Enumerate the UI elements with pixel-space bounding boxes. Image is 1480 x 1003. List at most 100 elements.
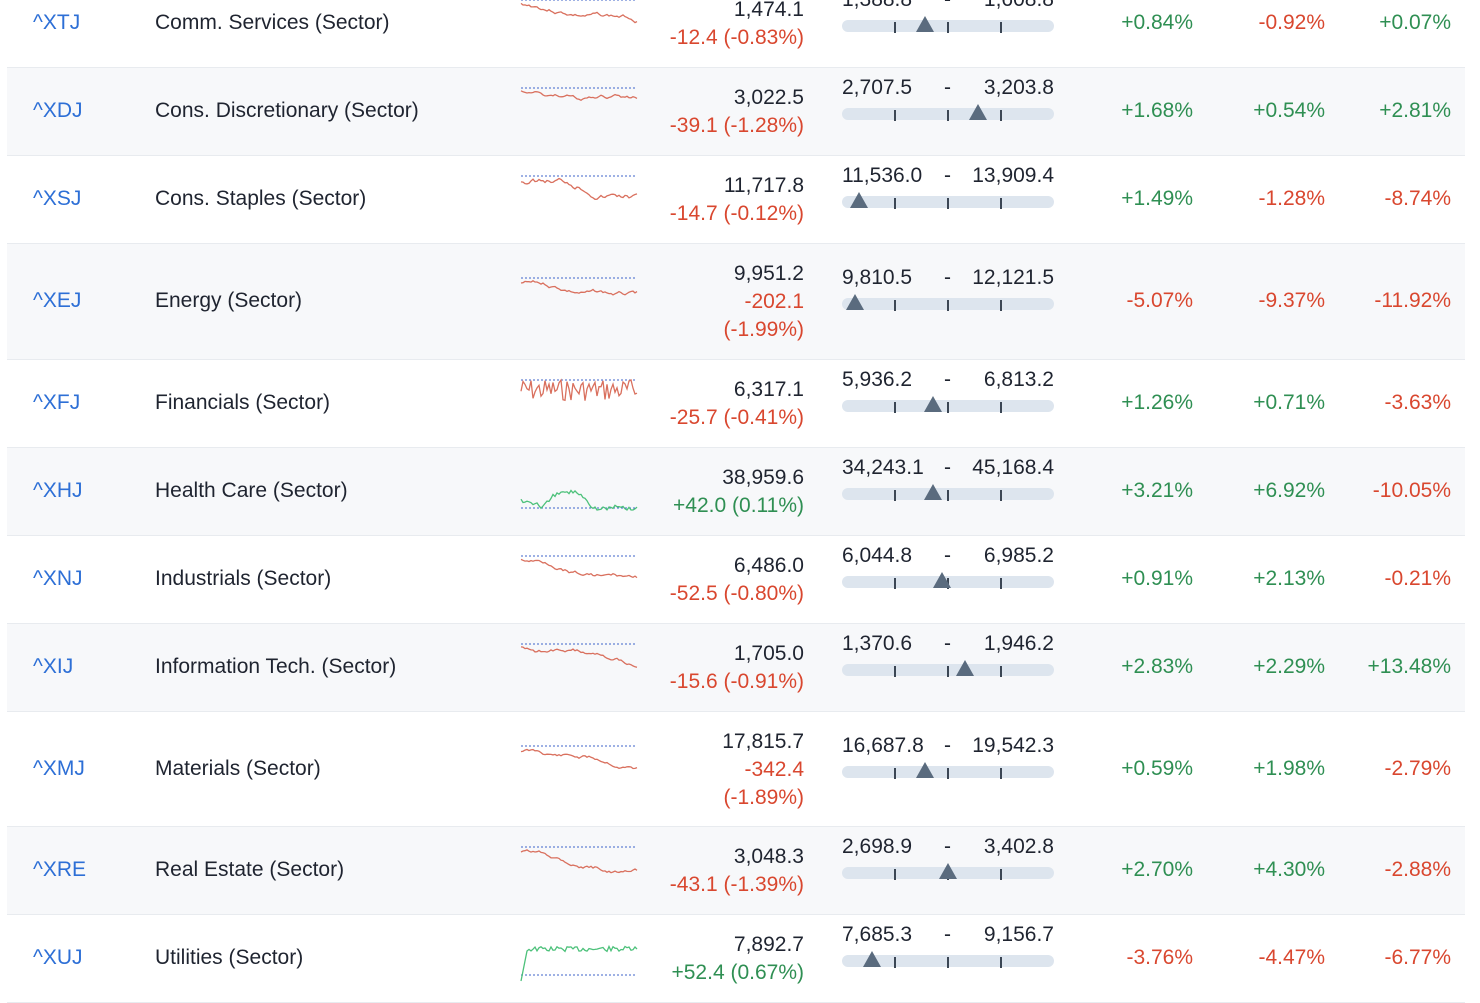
range-tick	[1000, 767, 1002, 779]
range-tick	[947, 957, 949, 968]
range-low: 11,536.0	[842, 164, 923, 187]
price-block: 38,959.6 +42.0 (0.11%)	[584, 464, 804, 520]
sparkline-chart	[520, 87, 638, 102]
performance-p2: -9.37%	[1258, 289, 1325, 312]
price-change: -202.1	[744, 290, 804, 313]
performance-p2: +6.92%	[1253, 479, 1325, 502]
range-tick	[947, 300, 949, 311]
last-price: 3,022.5	[733, 86, 804, 109]
range-separator: -	[944, 164, 951, 187]
range-separator: -	[944, 0, 951, 12]
sparkline-series	[520, 2, 638, 24]
range-tick	[1000, 490, 1002, 501]
table-row[interactable]: ^XDJ Cons. Discretionary (Sector) 3,022.5 -…	[7, 68, 1465, 156]
symbol-link[interactable]: ^XUJ	[33, 946, 83, 969]
range-low: 9,810.5	[842, 266, 913, 289]
last-price: 6,486.0	[733, 554, 804, 577]
day-range: 7,685.3 - 9,156.7	[842, 923, 1054, 987]
table-row[interactable]: ^XMJ Materials (Sector) 17,815.7 -342.4 (-1.…	[7, 712, 1465, 827]
range-tick	[947, 490, 949, 501]
range-high: 1,946.2	[983, 632, 1054, 655]
range-tick	[947, 22, 949, 33]
sparkline-series	[520, 378, 638, 402]
symbol-link[interactable]: ^XSJ	[33, 187, 82, 210]
range-high: 3,203.8	[983, 76, 1054, 99]
price-change-percent: (-1.89%)	[723, 785, 804, 809]
day-range: 2,698.9 - 3,402.8	[842, 835, 1054, 899]
day-range: 34,243.1-45,168.4	[842, 456, 1054, 520]
performance-p3: +0.07%	[1379, 11, 1451, 34]
price-block: 11,717.8 -14.7 (-0.12%)	[584, 172, 804, 228]
performance-p3: +13.48%	[1367, 655, 1452, 678]
range-marker	[915, 16, 934, 32]
range-separator: -	[944, 632, 951, 655]
price-change: -14.7 (-0.12%)	[669, 202, 804, 225]
range-marker	[932, 572, 951, 588]
range-tick	[1000, 666, 1002, 677]
sparkline-chart	[520, 0, 638, 24]
range-tick	[947, 198, 949, 209]
performance-p1: +0.84%	[1121, 11, 1193, 34]
performance-p2: +0.71%	[1253, 391, 1325, 414]
last-price: 3,048.3	[733, 845, 804, 868]
table-row[interactable]: ^XRE Real Estate (Sector) 3,048.3 -43.1 (-1…	[7, 827, 1465, 915]
sector-name: Materials (Sector)	[155, 756, 321, 780]
range-separator: -	[944, 544, 951, 567]
performance-p1: +3.21%	[1121, 479, 1193, 502]
price-change: +52.4 (0.67%)	[671, 961, 804, 984]
price-change-percent: (-1.99%)	[723, 318, 804, 341]
performance-p3: +2.81%	[1379, 99, 1451, 122]
price-block: 3,048.3 -43.1 (-1.39%)	[584, 843, 804, 899]
range-marker	[968, 104, 987, 120]
symbol-link[interactable]: ^XRE	[33, 858, 87, 881]
price-change: -39.1 (-1.28%)	[669, 114, 804, 137]
sparkline-chart	[520, 175, 638, 200]
sector-name: Cons. Staples (Sector)	[155, 187, 367, 210]
table-row[interactable]: ^XUJ Utilities (Sector) 7,892.7 +52.4 (0.67…	[7, 915, 1465, 1003]
sparkline-series	[520, 489, 638, 511]
price-block: 7,892.7 +52.4 (0.67%)	[584, 931, 804, 987]
day-range: 2,707.5 - 3,203.8	[842, 76, 1054, 140]
range-tick	[894, 110, 896, 121]
range-tick	[894, 767, 896, 779]
symbol-link[interactable]: ^XIJ	[33, 655, 74, 678]
sector-name: Industrials (Sector)	[155, 567, 332, 590]
range-high: 6,985.2	[983, 544, 1054, 567]
sparkline-series	[520, 849, 638, 874]
price-block: 1,474.1 -12.4 (-0.83%)	[584, 0, 804, 52]
symbol-link[interactable]: ^XEJ	[33, 289, 82, 312]
range-high: 3,402.8	[983, 835, 1054, 858]
sector-name: Comm. Services (Sector)	[155, 11, 390, 34]
performance-p2: -1.28%	[1258, 187, 1325, 210]
sector-name: Energy (Sector)	[155, 289, 303, 312]
range-tick	[894, 198, 896, 209]
price-block: 3,022.5 -39.1 (-1.28%)	[584, 84, 804, 140]
table-row[interactable]: ^XTJ Comm. Services (Sector) 1,474.1 -12.4 …	[7, 0, 1465, 68]
symbol-link[interactable]: ^XNJ	[33, 567, 83, 590]
table-row[interactable]: ^XNJ Industrials (Sector) 6,486.0 -52.5 (-0…	[7, 536, 1465, 624]
symbol-link[interactable]: ^XMJ	[33, 756, 85, 780]
range-marker	[939, 863, 957, 879]
range-low: 34,243.1	[842, 456, 924, 479]
symbol-link[interactable]: ^XFJ	[33, 391, 81, 414]
table-row[interactable]: ^XHJ Health Care (Sector) 38,959.6 +42.0 (0…	[7, 448, 1465, 536]
last-price: 1,474.1	[733, 0, 804, 21]
range-tick	[1000, 22, 1002, 33]
range-tick	[894, 578, 896, 589]
table-row[interactable]: ^XFJ Financials (Sector) 6,317.1 -25.7 (-0.…	[7, 360, 1465, 448]
symbol-link[interactable]: ^XDJ	[33, 99, 83, 122]
range-high: 19,542.3	[972, 733, 1054, 757]
performance-p3: -11.92%	[1374, 289, 1451, 312]
price-block: 17,815.7 -342.4 (-1.89%)	[584, 728, 804, 812]
sparkline-chart	[520, 745, 638, 769]
symbol-link[interactable]: ^XHJ	[33, 479, 83, 502]
sparkline-series	[520, 558, 638, 579]
table-row[interactable]: ^XSJ Cons. Staples (Sector) 11,717.8 -14.7 …	[7, 156, 1465, 244]
sector-name: Information Tech. (Sector)	[155, 655, 397, 678]
range-tick	[1000, 300, 1002, 311]
symbol-link[interactable]: ^XTJ	[33, 11, 81, 34]
range-tick	[1000, 110, 1002, 121]
table-row[interactable]: ^XEJ Energy (Sector) 9,951.2 -202.1 (-1.99%)…	[7, 244, 1465, 360]
table-row[interactable]: ^XIJ Information Tech. (Sector) 1,705.0 -15…	[7, 624, 1465, 712]
performance-p1: +2.83%	[1121, 655, 1193, 678]
